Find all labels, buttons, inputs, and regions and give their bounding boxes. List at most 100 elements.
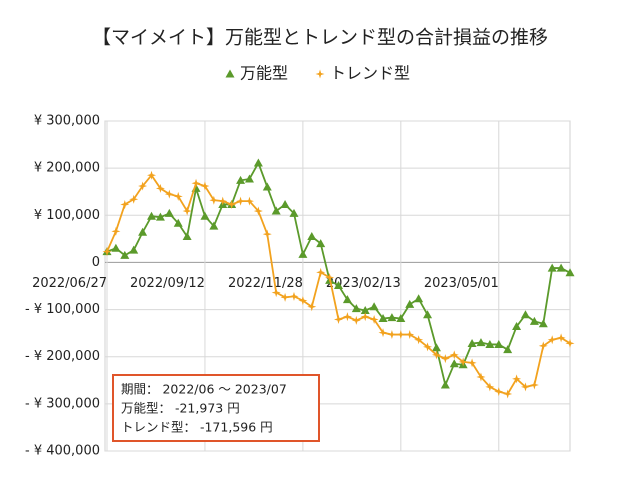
point (369, 314, 379, 324)
point (262, 229, 272, 239)
annotation-line: トレンド型： -171,596 円 (121, 420, 273, 435)
y-tick-label: - ¥ 100,000 (25, 302, 100, 317)
point (253, 206, 263, 216)
y-tick-label: ¥ 200,000 (34, 161, 100, 176)
point (111, 226, 121, 236)
point (218, 196, 228, 206)
point (467, 358, 477, 368)
point (414, 335, 424, 345)
point (556, 333, 566, 343)
point (476, 372, 486, 382)
x-tick-label: 2022/06/27 (32, 276, 107, 291)
y-tick-label: - ¥ 400,000 (25, 444, 100, 459)
y-tick-label: - ¥ 300,000 (25, 396, 100, 411)
point (476, 338, 486, 347)
point (289, 291, 299, 301)
point (280, 199, 290, 208)
point (351, 315, 361, 325)
point (414, 294, 424, 303)
point (244, 174, 254, 183)
point (298, 249, 308, 258)
chart-title: 【マイメイト】万能型とトレンド型の合計損益の推移 (92, 27, 548, 49)
point (503, 389, 513, 399)
point (369, 302, 379, 311)
point (520, 382, 530, 392)
point (565, 338, 575, 348)
point (129, 194, 139, 204)
point (334, 314, 343, 324)
point (191, 178, 201, 188)
point (547, 335, 557, 345)
point (556, 263, 566, 272)
point (316, 239, 326, 248)
point (307, 232, 317, 240)
point (431, 343, 441, 352)
point (494, 339, 504, 348)
point (387, 330, 397, 340)
point (236, 196, 246, 206)
point (325, 273, 335, 283)
point (520, 310, 530, 319)
point (387, 313, 397, 322)
point (494, 387, 504, 397)
point (298, 296, 308, 306)
point (449, 350, 459, 360)
point (262, 182, 272, 191)
point (244, 196, 254, 206)
point (253, 158, 263, 167)
y-tick-label: 0 (92, 255, 100, 270)
y-tick-label: ¥ 300,000 (34, 114, 100, 129)
point (529, 316, 539, 325)
point (280, 292, 290, 302)
point (164, 208, 174, 217)
point (396, 314, 406, 323)
point (440, 380, 450, 389)
x-tick-label: 2022/09/12 (130, 276, 205, 291)
point (342, 312, 352, 322)
point (342, 295, 352, 304)
annotation-line: 万能型： -21,973 円 (121, 401, 240, 416)
point (227, 199, 237, 209)
point (565, 268, 575, 277)
point (138, 227, 148, 236)
point (547, 263, 557, 272)
point (164, 189, 174, 199)
point (120, 199, 130, 209)
point (503, 345, 513, 354)
point (200, 211, 210, 220)
point (529, 380, 539, 390)
point (467, 339, 477, 348)
point (209, 195, 219, 205)
legend-label: トレンド型 (330, 64, 410, 83)
point (440, 354, 450, 364)
point (289, 208, 299, 217)
annotation-box (112, 374, 320, 442)
point (147, 170, 157, 180)
point (173, 191, 183, 201)
point (316, 267, 326, 277)
point (120, 250, 130, 259)
point (512, 374, 522, 384)
point (271, 288, 281, 298)
point (225, 69, 235, 78)
point (396, 330, 406, 340)
x-tick-label: 2022/11/28 (228, 276, 303, 291)
annotation-line: 期間： 2022/06 ～ 2023/07 (121, 382, 287, 397)
point (423, 310, 433, 319)
point (182, 206, 192, 216)
x-tick-label: 2023/05/01 (424, 276, 499, 291)
point (182, 232, 192, 240)
point (236, 175, 246, 184)
y-tick-label: ¥ 100,000 (34, 208, 100, 223)
point (315, 69, 325, 79)
point (271, 206, 281, 215)
point (485, 382, 495, 392)
point (129, 245, 139, 254)
point (173, 218, 183, 227)
point (138, 181, 148, 191)
point (449, 359, 459, 368)
x-tick-label: 2023/02/13 (326, 276, 401, 291)
point (111, 243, 121, 252)
point (155, 183, 165, 193)
